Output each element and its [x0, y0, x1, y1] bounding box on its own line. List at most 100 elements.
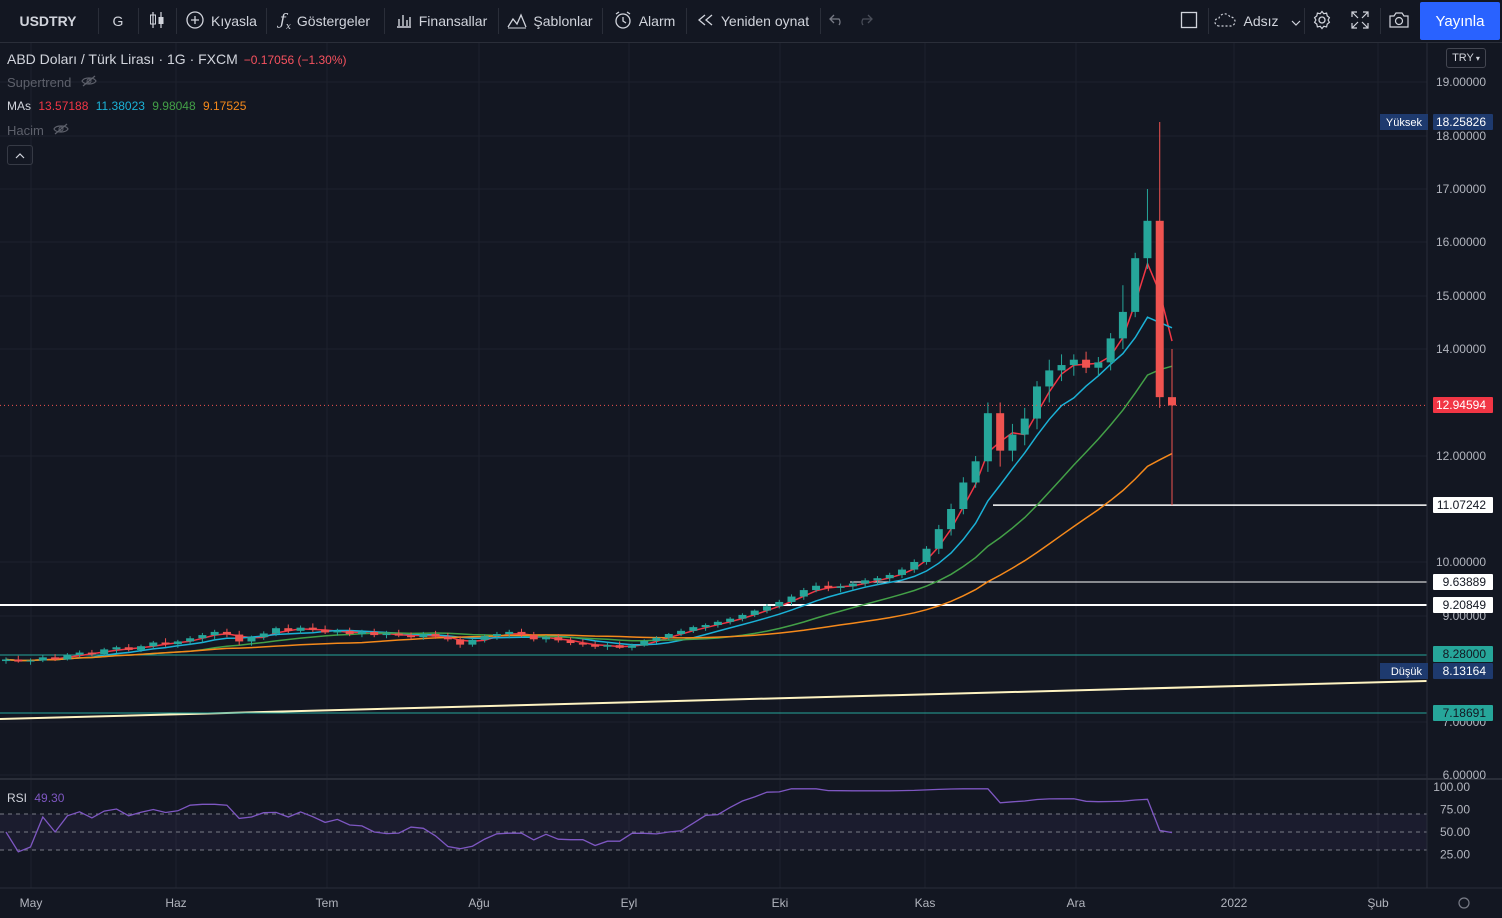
- rsi-tick-label: 25.00: [1440, 848, 1470, 862]
- price-tick-label: 12.00000: [1436, 449, 1486, 463]
- symbol-description: ABD Doları / Türk Lirası · 1G · FXCM: [7, 51, 238, 67]
- price-change: −0.17056 (−1.30%): [243, 53, 347, 67]
- level-tag-bg: [1433, 597, 1493, 613]
- candle-body: [456, 639, 465, 645]
- currency-button[interactable]: TRY ▾: [1446, 48, 1486, 68]
- candle-body: [308, 627, 317, 630]
- top-toolbar: USDTRY G Kıyasla ƒx Göstergeler Finansal…: [0, 0, 1502, 43]
- candle-body: [910, 562, 919, 570]
- fullscreen-layout-button[interactable]: [1172, 0, 1206, 42]
- financials-button[interactable]: Finansallar: [386, 0, 496, 42]
- gear-icon: [1312, 10, 1332, 33]
- candle-body: [26, 660, 35, 662]
- eye-hidden-icon[interactable]: [81, 75, 97, 90]
- rsi-legend[interactable]: RSI 49.30: [7, 791, 64, 805]
- fullscreen-button[interactable]: [1344, 0, 1376, 42]
- symbol-legend[interactable]: ABD Doları / Türk Lirası · 1G · FXCM −0.1…: [7, 51, 347, 67]
- templates-button[interactable]: Şablonlar: [500, 0, 600, 42]
- separator: [686, 8, 687, 34]
- ma4-value: 9.17525: [203, 99, 247, 113]
- chevron-down-icon: [1291, 13, 1301, 29]
- level-tag-bg: [1433, 574, 1493, 590]
- candle-body: [161, 642, 170, 645]
- candle-body: [787, 596, 796, 602]
- price-chart[interactable]: 19.00000 18.00000 17.00000 16.00000 15.00000…: [0, 43, 1502, 918]
- separator: [176, 8, 177, 34]
- candle-body: [652, 637, 661, 641]
- candle-body: [689, 627, 698, 631]
- candles-icon: [148, 10, 166, 33]
- layout-menu-button[interactable]: Adsız: [1210, 0, 1304, 42]
- last-price-tag: 12.94594: [1436, 398, 1486, 412]
- templates-icon: [507, 11, 528, 32]
- interval-button[interactable]: G: [100, 0, 136, 42]
- mas-legend[interactable]: MAs 13.57188 11.38023 9.98048 9.17525: [7, 99, 246, 113]
- rsi-line: [5, 788, 1173, 853]
- price-tick-label: 15.00000: [1436, 289, 1486, 303]
- alert-button[interactable]: Alarm: [604, 0, 684, 42]
- undo-button[interactable]: [824, 0, 850, 42]
- high-label-bg: [1380, 114, 1428, 130]
- redo-icon: [857, 13, 873, 29]
- candle-body: [983, 413, 992, 462]
- moving-averages: [5, 261, 1173, 662]
- level-tag-bg: [1433, 497, 1493, 513]
- rsi-label: RSI: [7, 791, 28, 805]
- symbol-search-button[interactable]: USDTRY: [0, 0, 96, 42]
- undo-icon: [829, 13, 845, 29]
- candle-body: [431, 634, 440, 637]
- chevron-up-icon: [15, 146, 25, 164]
- candle-body: [75, 652, 84, 655]
- volume-legend[interactable]: Hacim: [7, 123, 70, 138]
- supertrend-legend[interactable]: Supertrend: [7, 75, 97, 90]
- compare-button[interactable]: Kıyasla: [178, 0, 264, 42]
- redo-button[interactable]: [852, 0, 878, 42]
- time-tick-label: May: [20, 896, 43, 910]
- candle-body: [885, 574, 894, 579]
- indicators-button[interactable]: ƒx Göstergeler: [268, 0, 382, 42]
- candle-body: [296, 627, 305, 631]
- candle-body: [419, 634, 428, 638]
- layout-name-label: Adsız: [1243, 13, 1279, 29]
- collapse-legend-button[interactable]: [7, 145, 33, 165]
- ma-line-1: [5, 261, 1173, 662]
- candle-body: [996, 413, 1005, 451]
- eye-hidden-icon[interactable]: [53, 123, 70, 138]
- candle-body: [897, 569, 906, 575]
- high-label: Yüksek: [1386, 117, 1423, 129]
- candle-body: [554, 637, 563, 641]
- candle-body: [517, 631, 526, 636]
- candle-body: [1069, 359, 1078, 366]
- candle-body: [284, 628, 293, 631]
- chart-type-button[interactable]: [140, 0, 174, 42]
- low-value-tag-bg: [1433, 663, 1493, 679]
- separator: [138, 8, 139, 34]
- rsi-tick-label: 50.00: [1440, 825, 1470, 839]
- candle-body: [775, 601, 784, 607]
- time-tick-label: Şub: [1367, 896, 1389, 910]
- candle-body: [235, 634, 244, 642]
- candle-body: [14, 659, 23, 662]
- chart-grid: [0, 43, 1427, 888]
- candle-body: [1057, 365, 1066, 371]
- publish-button[interactable]: Yayınla: [1420, 2, 1500, 40]
- price-tick-label: 16.00000: [1436, 235, 1486, 249]
- ma2-value: 11.38023: [95, 99, 145, 113]
- currency-label: TRY: [1452, 52, 1474, 64]
- square-icon: [1180, 11, 1198, 32]
- rsi-pane: [0, 778, 1502, 853]
- candle-body: [640, 640, 649, 646]
- replay-button[interactable]: Yeniden oynat: [688, 0, 818, 42]
- expand-icon: [1351, 10, 1369, 32]
- settings-button[interactable]: [1306, 0, 1338, 42]
- candle-body: [333, 630, 342, 633]
- snapshot-button[interactable]: [1382, 0, 1416, 42]
- candle-body: [603, 645, 612, 647]
- separator: [384, 8, 385, 34]
- candle-body: [382, 633, 391, 636]
- rsi-tick-label: 75.00: [1440, 803, 1470, 817]
- plus-circle-icon: [185, 10, 205, 33]
- low-value-tag: 8.13164: [1443, 664, 1487, 678]
- candle-body: [1008, 434, 1017, 451]
- price-tick-label: 10.00000: [1436, 555, 1486, 569]
